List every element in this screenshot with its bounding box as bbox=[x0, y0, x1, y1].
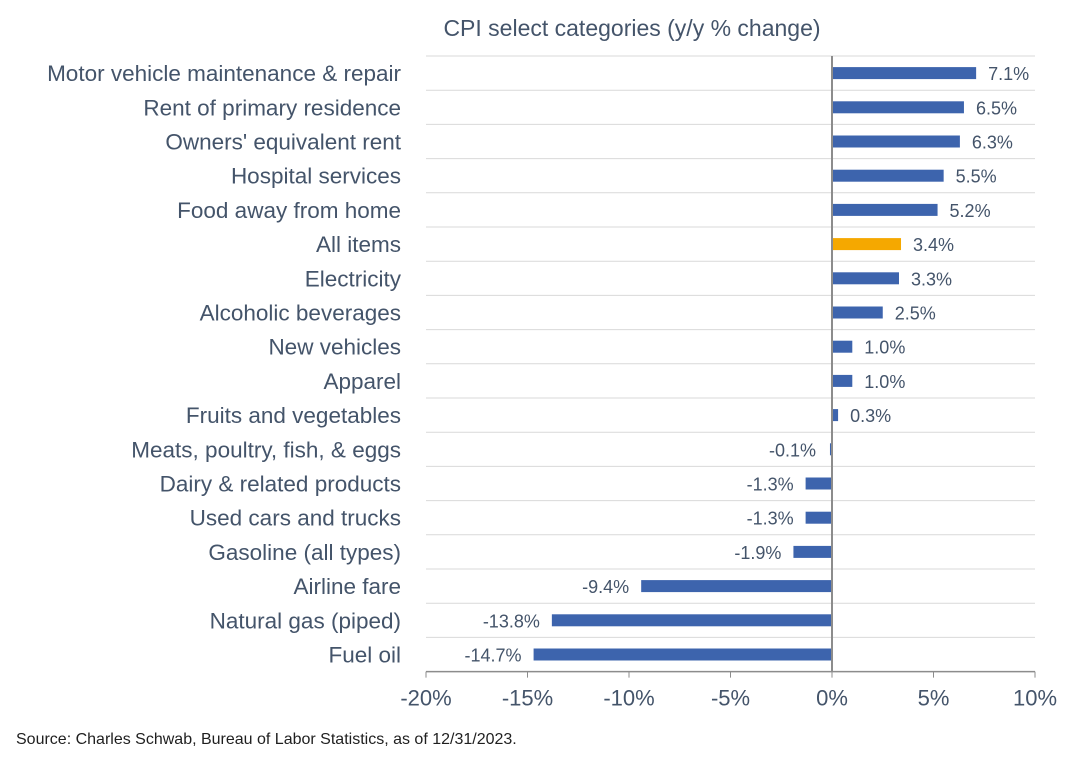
chart-title: CPI select categories (y/y % change) bbox=[443, 15, 820, 41]
category-label: Fruits and vegetables bbox=[186, 403, 401, 428]
axes: -20% -15% -10% -5% 0% 5% 10% bbox=[400, 56, 1057, 711]
bar bbox=[832, 203, 938, 216]
value-label: 3.4% bbox=[913, 235, 954, 255]
value-label: 2.5% bbox=[895, 304, 936, 324]
value-label: -0.1% bbox=[769, 440, 816, 460]
value-label: 5.2% bbox=[950, 201, 991, 221]
bar bbox=[832, 169, 944, 182]
bar bbox=[832, 101, 964, 114]
bar bbox=[832, 340, 853, 353]
category-label: Food away from home bbox=[177, 198, 401, 223]
bar bbox=[832, 67, 977, 80]
category-label: Hospital services bbox=[231, 164, 401, 189]
bar bbox=[832, 374, 853, 387]
value-label: 6.5% bbox=[976, 98, 1017, 118]
x-tick-label: 10% bbox=[1013, 686, 1057, 711]
bar bbox=[805, 477, 832, 490]
category-label: All items bbox=[316, 232, 401, 257]
x-tick-label: -15% bbox=[502, 686, 553, 711]
category-label: Airline fare bbox=[293, 574, 401, 599]
gridlines bbox=[426, 55, 1035, 673]
x-tick-label: -10% bbox=[603, 686, 654, 711]
category-label: Rent of primary residence bbox=[143, 95, 401, 120]
value-label: 3.3% bbox=[911, 269, 952, 289]
value-label: 7.1% bbox=[988, 64, 1029, 84]
category-label: Motor vehicle maintenance & repair bbox=[47, 61, 401, 86]
bar bbox=[829, 443, 832, 456]
category-label: Gasoline (all types) bbox=[208, 540, 401, 565]
value-label: -1.3% bbox=[747, 509, 794, 529]
category-label: Electricity bbox=[305, 266, 402, 291]
x-tick-label: 5% bbox=[918, 686, 950, 711]
bar bbox=[832, 135, 960, 148]
bar bbox=[533, 648, 832, 661]
value-label: 1.0% bbox=[864, 372, 905, 392]
category-label: Owners' equivalent rent bbox=[165, 130, 401, 155]
category-label: Dairy & related products bbox=[160, 472, 401, 497]
category-label: Natural gas (piped) bbox=[210, 608, 401, 633]
category-label: Fuel oil bbox=[328, 643, 401, 668]
bar bbox=[832, 306, 883, 319]
category-label: Alcoholic beverages bbox=[200, 301, 401, 326]
bar bbox=[832, 272, 899, 285]
bar-highlight bbox=[832, 238, 902, 251]
value-label: 0.3% bbox=[850, 406, 891, 426]
value-label: -13.8% bbox=[483, 611, 540, 631]
value-label: -1.9% bbox=[734, 543, 781, 563]
source-note: Source: Charles Schwab, Bureau of Labor … bbox=[16, 731, 517, 748]
category-label: Apparel bbox=[323, 369, 401, 394]
x-tick-label: -20% bbox=[400, 686, 451, 711]
bar bbox=[641, 580, 832, 593]
bar bbox=[551, 614, 832, 627]
category-label: New vehicles bbox=[268, 335, 401, 360]
value-label: -1.3% bbox=[747, 475, 794, 495]
x-tick-label: -5% bbox=[711, 686, 750, 711]
labels: Motor vehicle maintenance & repair 7.1% Re… bbox=[47, 61, 1029, 667]
category-label: Meats, poultry, fish, & eggs bbox=[131, 437, 401, 462]
x-tick-label: 0% bbox=[816, 686, 848, 711]
value-label: 6.3% bbox=[972, 133, 1013, 153]
bar bbox=[805, 511, 832, 524]
value-label: 1.0% bbox=[864, 338, 905, 358]
value-label: 5.5% bbox=[956, 167, 997, 187]
bar bbox=[793, 545, 832, 558]
value-label: -9.4% bbox=[582, 577, 629, 597]
value-label: -14.7% bbox=[465, 646, 522, 666]
bar bbox=[832, 409, 839, 422]
category-label: Used cars and trucks bbox=[190, 506, 401, 531]
bars bbox=[533, 67, 977, 661]
